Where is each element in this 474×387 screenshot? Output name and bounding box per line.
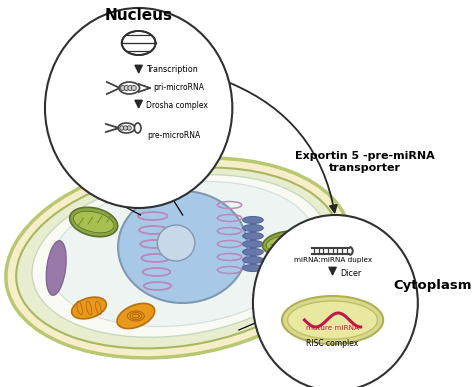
Ellipse shape <box>46 241 66 295</box>
Ellipse shape <box>117 303 155 329</box>
Text: miRNA:miRNA duplex: miRNA:miRNA duplex <box>293 257 372 263</box>
Ellipse shape <box>243 264 263 272</box>
Ellipse shape <box>6 158 350 358</box>
Text: Nucleus: Nucleus <box>105 7 173 22</box>
Text: RISC complex: RISC complex <box>307 339 359 349</box>
Text: pre-microRNA: pre-microRNA <box>147 132 201 140</box>
Ellipse shape <box>266 235 305 252</box>
Circle shape <box>124 86 129 91</box>
Ellipse shape <box>243 257 263 264</box>
Ellipse shape <box>243 240 263 248</box>
Ellipse shape <box>243 248 263 255</box>
Circle shape <box>132 86 137 91</box>
Ellipse shape <box>119 82 139 94</box>
Ellipse shape <box>118 123 135 133</box>
Ellipse shape <box>288 301 377 339</box>
Circle shape <box>123 126 128 130</box>
Ellipse shape <box>32 175 328 337</box>
Text: mature miRNA: mature miRNA <box>306 325 359 331</box>
Circle shape <box>127 126 131 130</box>
Ellipse shape <box>135 123 141 133</box>
Text: Dicer: Dicer <box>340 269 361 277</box>
Ellipse shape <box>263 231 309 255</box>
Ellipse shape <box>50 182 315 327</box>
Text: Drosha complex: Drosha complex <box>146 101 208 110</box>
Ellipse shape <box>243 233 263 240</box>
Text: pri-microRNA: pri-microRNA <box>154 84 205 92</box>
Text: Exportin 5 -pre-miRNA
transporter: Exportin 5 -pre-miRNA transporter <box>295 151 435 173</box>
Ellipse shape <box>73 211 114 233</box>
Circle shape <box>120 86 125 91</box>
Ellipse shape <box>243 216 263 224</box>
Ellipse shape <box>70 207 118 237</box>
Ellipse shape <box>282 296 383 344</box>
Ellipse shape <box>72 297 106 319</box>
Circle shape <box>253 215 418 387</box>
Ellipse shape <box>157 225 195 261</box>
Circle shape <box>128 86 133 91</box>
Ellipse shape <box>118 191 247 303</box>
Ellipse shape <box>243 224 263 231</box>
Circle shape <box>120 126 124 130</box>
Circle shape <box>45 8 232 208</box>
Text: Transcription: Transcription <box>146 65 198 75</box>
Ellipse shape <box>16 168 340 348</box>
Text: Cytoplasm: Cytoplasm <box>393 279 472 291</box>
